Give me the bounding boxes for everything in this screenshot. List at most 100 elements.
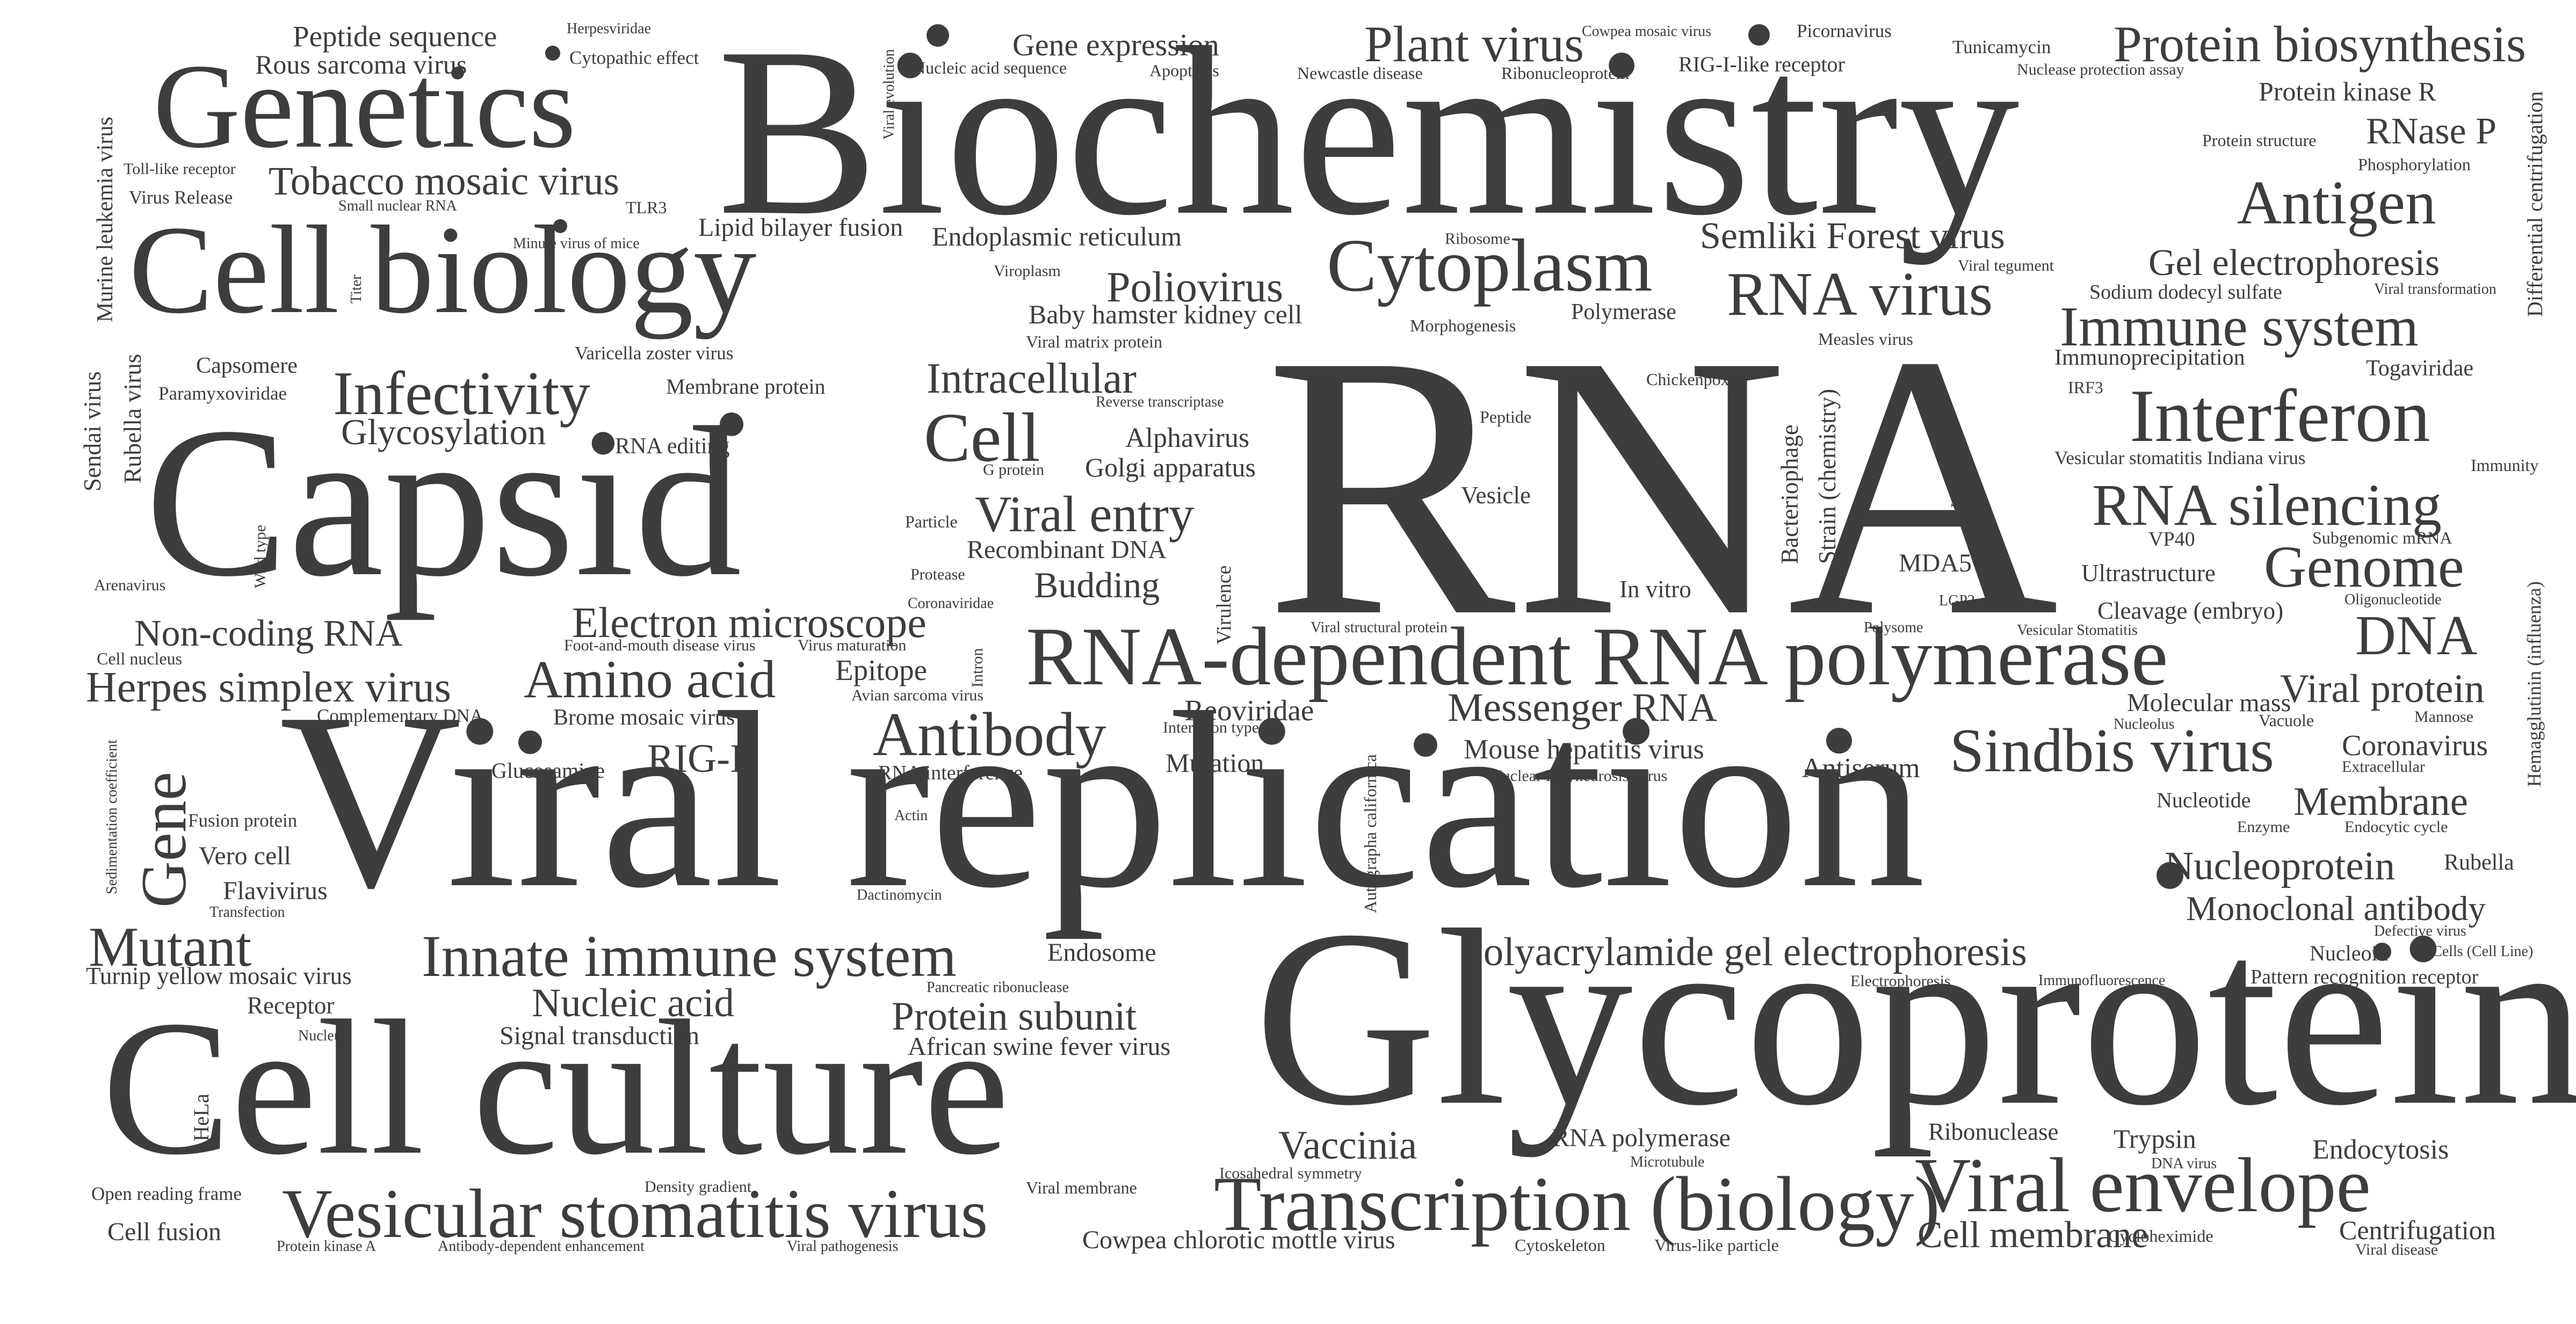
word: Nucleotide bbox=[2157, 788, 2251, 812]
word: Ribonucleoprotein bbox=[1501, 63, 1630, 83]
word: Intron bbox=[968, 648, 986, 688]
word: Poliovirus bbox=[1106, 264, 1283, 311]
word: Complementary DNA bbox=[317, 705, 484, 726]
word: Cycloheximide bbox=[2108, 1226, 2213, 1246]
word: TLR3 bbox=[626, 198, 667, 217]
word: Biochemistry bbox=[717, 0, 2020, 265]
word: Viral disease bbox=[2355, 1241, 2438, 1258]
word: Newcastle disease bbox=[1297, 63, 1423, 83]
word: Mouse hepatitis virus bbox=[1464, 734, 1704, 765]
word: Herpesviridae bbox=[567, 20, 652, 37]
word: Immunity bbox=[2471, 455, 2539, 475]
word: Reverse transcriptase bbox=[1096, 394, 1224, 410]
word: G protein bbox=[983, 461, 1045, 479]
word: Polyacrylamide gel electrophoresis bbox=[1461, 930, 2027, 974]
word: Arenavirus bbox=[94, 576, 166, 594]
word: Dactinomycin bbox=[857, 887, 942, 903]
word: Viral matrix protein bbox=[1026, 332, 1162, 351]
word: Transcription (biology) bbox=[1214, 1161, 1940, 1247]
word: Flavivirus bbox=[223, 877, 328, 905]
word: Interferon type I bbox=[1163, 719, 1269, 736]
word: Transfection bbox=[209, 904, 285, 921]
word: Immunofluorescence bbox=[2038, 972, 2166, 989]
word: Foot-and-mouth disease virus bbox=[564, 636, 756, 654]
word: Viral replication bbox=[279, 660, 1926, 940]
word: Trypsin bbox=[2114, 1124, 2196, 1154]
word: Morphogenesis bbox=[1410, 316, 1516, 335]
word: L Cells (Cell Line) bbox=[2420, 943, 2534, 960]
word: Fusion protein bbox=[188, 810, 298, 831]
word: Vesicular Stomatitis bbox=[2017, 622, 2138, 639]
word: Titer bbox=[348, 274, 365, 303]
bullet-dot bbox=[927, 24, 949, 47]
word: Density gradient bbox=[645, 1178, 752, 1196]
word: VP40 bbox=[2148, 528, 2195, 551]
word: Recombinant DNA bbox=[967, 536, 1167, 564]
word: Sodium dodecyl sulfate bbox=[2089, 281, 2282, 303]
word: Glycoprotein bbox=[1254, 878, 2576, 1157]
word: Sendai virus bbox=[79, 371, 106, 491]
word: Innate immune system bbox=[422, 923, 957, 989]
word: Alphavirus bbox=[1125, 423, 1250, 453]
word: Polymerase bbox=[1571, 300, 1676, 324]
word: Amino acid bbox=[524, 649, 776, 709]
word: IRF3 bbox=[2068, 378, 2103, 397]
word: RNase P bbox=[2366, 111, 2497, 152]
word: Icosahedral symmetry bbox=[1219, 1164, 1362, 1182]
word: Subgenomic mRNA bbox=[2312, 528, 2452, 547]
word: Avian sarcoma virus bbox=[851, 686, 984, 704]
word: Mutation bbox=[1166, 748, 1264, 778]
word: Ribonuclease bbox=[1928, 1118, 2059, 1145]
word: Vacuole bbox=[2259, 711, 2314, 730]
word: Golgi apparatus bbox=[1085, 452, 1256, 482]
word: Gene bbox=[128, 771, 199, 908]
word: Viral protein bbox=[2280, 667, 2485, 711]
word: Semliki Forest virus bbox=[1700, 215, 2005, 257]
word: Cell bbox=[924, 399, 1040, 476]
word: Autographa californica bbox=[1361, 754, 1380, 913]
word: Vesicular stomatitis virus bbox=[282, 1175, 988, 1253]
word: Endocytosis bbox=[2312, 1134, 2449, 1165]
word: Polysome bbox=[1864, 619, 1923, 636]
word: Bacteriophage bbox=[1776, 424, 1803, 564]
word: Picornavirus bbox=[1797, 20, 1892, 41]
word: Cowpea chlorotic mottle virus bbox=[1082, 1226, 1395, 1254]
word: Phosphorylation bbox=[2358, 155, 2471, 174]
word: RNA polymerase bbox=[1552, 1124, 1731, 1152]
word: Epitope bbox=[835, 654, 928, 686]
word: Viral evolution bbox=[881, 49, 898, 140]
word: Messenger RNA bbox=[1448, 685, 1718, 730]
word: Cell membrane bbox=[1917, 1214, 2148, 1256]
word: Cytoskeleton bbox=[1515, 1235, 1605, 1255]
word: LGP2 bbox=[1939, 592, 1975, 609]
word: Molecular mass bbox=[2127, 689, 2291, 717]
word: Rubella virus bbox=[119, 353, 146, 483]
word: Monoclonal antibody bbox=[2186, 889, 2486, 928]
word: DNA virus bbox=[2151, 1155, 2217, 1172]
word: Endocytic cycle bbox=[2345, 818, 2448, 836]
word: Nucleic acid bbox=[532, 981, 734, 1025]
word: Mannose bbox=[2414, 708, 2473, 726]
word: Actin bbox=[894, 807, 928, 824]
word: Cowpea mosaic virus bbox=[1582, 23, 1712, 40]
word: Microtubule bbox=[1630, 1154, 1705, 1170]
word: Nuclease protection assay bbox=[2017, 61, 2184, 78]
word: Minute virus of mice bbox=[513, 235, 640, 252]
word: Open reading frame bbox=[91, 1183, 242, 1204]
word: Defective virus bbox=[2374, 923, 2466, 939]
bullet-dot bbox=[720, 413, 743, 436]
word: Budding bbox=[1034, 565, 1160, 605]
word: Murine leukemia virus bbox=[93, 117, 118, 322]
word: Signal transduction bbox=[500, 1022, 699, 1050]
word: Chickenpox bbox=[1646, 370, 1730, 389]
word: Vesicular stomatitis Indiana virus bbox=[2054, 447, 2306, 468]
word: Intracellular bbox=[927, 355, 1137, 402]
word: Viral pathogenesis bbox=[787, 1238, 899, 1255]
word: Nuclear Polyhedrosis Virus bbox=[1490, 767, 1668, 785]
word: Receptor bbox=[247, 992, 335, 1019]
word: Ribosome bbox=[1445, 230, 1510, 248]
word: DNA bbox=[2355, 604, 2478, 667]
word: Gel electrophoresis bbox=[2148, 242, 2440, 284]
word: Uridine bbox=[1949, 461, 1965, 508]
